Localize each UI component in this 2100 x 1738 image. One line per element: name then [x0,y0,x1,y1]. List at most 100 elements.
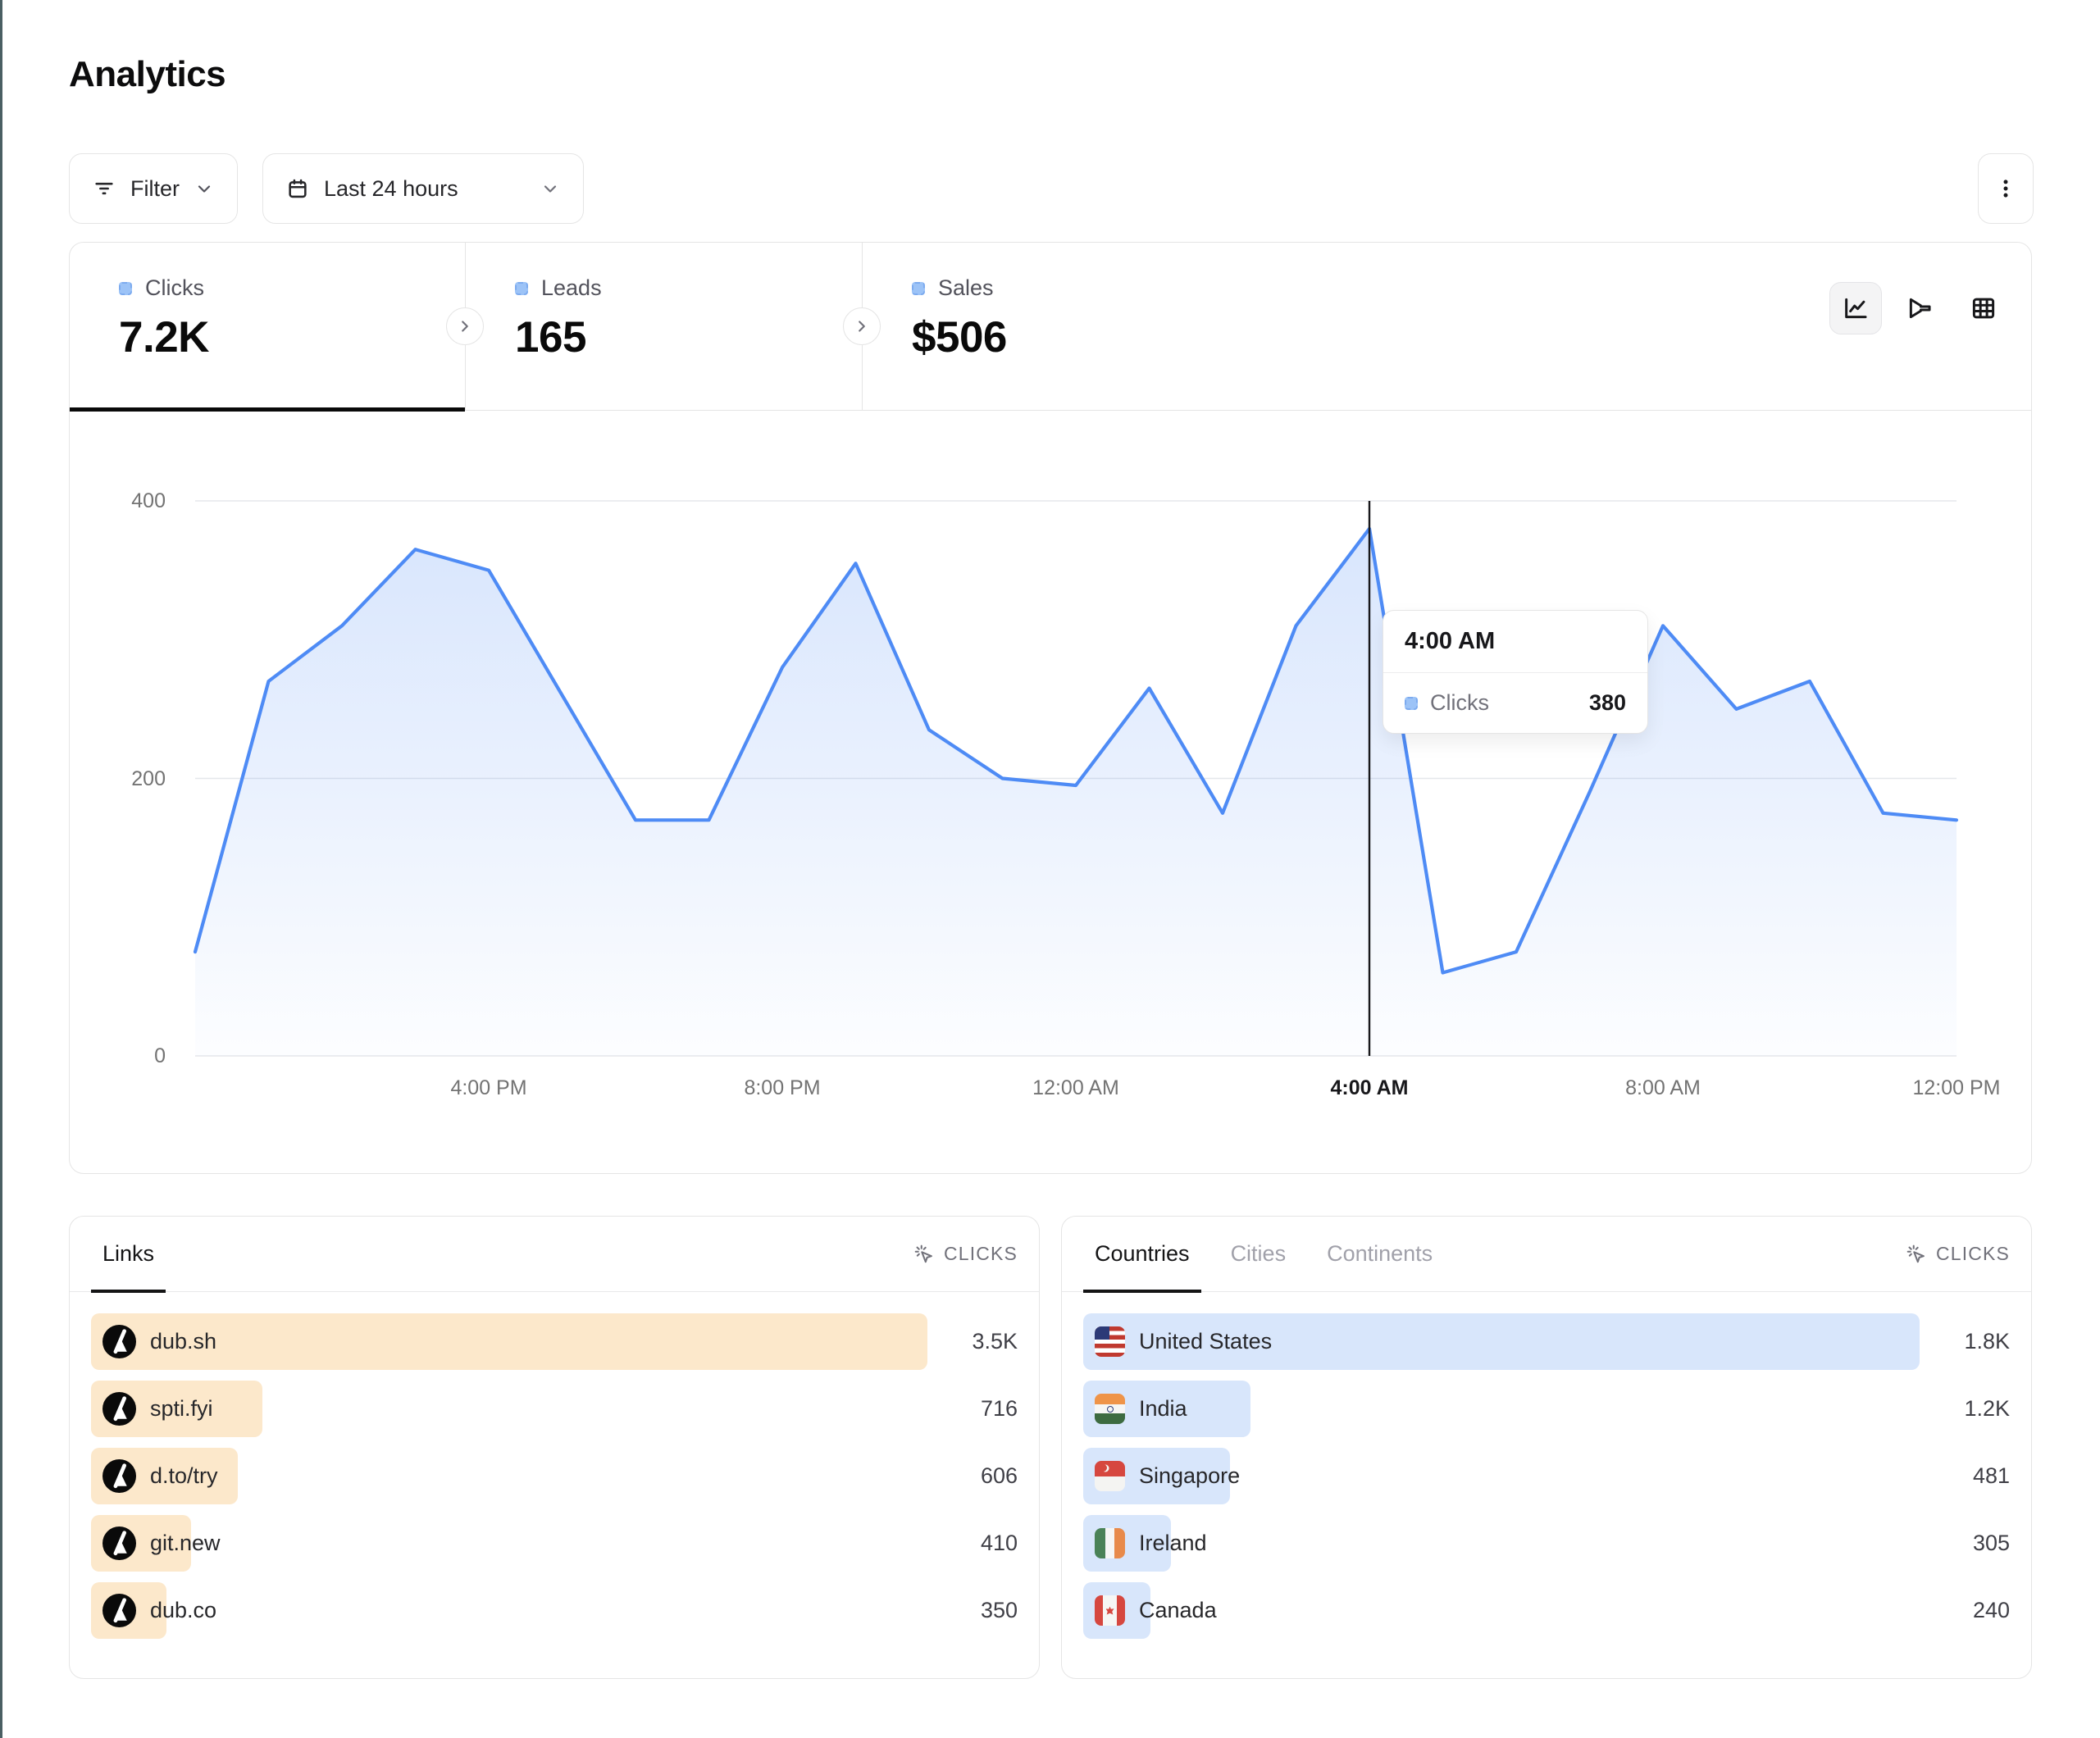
tooltip-value: 380 [1588,690,1626,715]
dub-logo-avatar [102,1325,136,1358]
dub-logo-avatar [102,1594,136,1627]
kebab-menu-icon [1993,176,2018,201]
line-chart-icon [1842,294,1870,322]
expand-clicks-button[interactable] [446,307,484,345]
tab-continents[interactable]: Continents [1315,1217,1444,1291]
cursor-click-icon [1906,1244,1927,1265]
chevron-down-icon [194,179,214,198]
us-flag-icon [1095,1326,1125,1357]
chevron-right-icon [462,321,468,332]
funnel-view-button[interactable] [1893,282,1946,334]
x-tick-label: 8:00 AM [1625,1076,1701,1099]
country-value: 305 [1972,1531,2010,1555]
link-value: 716 [980,1396,1018,1421]
links-rows: dub.sh 3.5K spti.fyi 716 [70,1292,1039,1639]
country-label: United States [1139,1329,1273,1354]
country-row[interactable]: Ireland 305 [1083,1515,2010,1572]
geo-panel-header: Countries Cities Continents CLICKS [1062,1217,2031,1293]
link-value: 606 [980,1463,1018,1488]
stat-tab-sales[interactable]: Sales $506 [862,243,2031,410]
stat-label: Clicks [145,275,204,300]
leads-legend-chip [515,281,528,295]
link-row[interactable]: dub.sh 3.5K [91,1313,1018,1370]
page-title: Analytics [69,54,226,94]
link-row[interactable]: d.to/try 606 [91,1448,1018,1504]
country-row[interactable]: Singapore 481 [1083,1448,2010,1504]
country-row[interactable]: India 1.2K [1083,1381,2010,1437]
clicks-line [193,526,1959,975]
india-flag-icon [1095,1394,1125,1424]
funnel-icon [1906,294,1934,322]
calendar-icon [286,177,309,200]
link-value: 3.5K [972,1329,1018,1354]
line-chart-view-button[interactable] [1829,282,1882,334]
links-panel-header: Links CLICKS [70,1217,1039,1293]
links-metric-header[interactable]: CLICKS [913,1217,1018,1291]
dub-logo-avatar [102,1459,136,1493]
country-value: 1.2K [1964,1396,2010,1421]
dub-logo-avatar [102,1392,136,1426]
table-view-button[interactable] [1957,282,2010,334]
link-row[interactable]: spti.fyi 716 [91,1381,1018,1437]
table-grid-icon [1970,294,1998,322]
link-row[interactable]: dub.co 350 [91,1582,1018,1639]
country-value: 240 [1972,1598,2010,1622]
country-row[interactable]: United States 1.8K [1083,1313,2010,1370]
area-chart-svg [193,500,1959,1057]
clicks-time-series-chart[interactable]: 0 200 400 4:00 PM 8:00 PM 12:00 AM 4:00 AM 8:0… [131,489,2000,1099]
chart-tooltip: 4:00 AM Clicks 380 [1383,610,1648,734]
geo-panel: Countries Cities Continents CLICKS Unite… [1061,1216,2032,1679]
link-value: 410 [980,1531,1018,1555]
x-tick-label: 8:00 PM [744,1076,821,1099]
country-label: India [1139,1396,1187,1421]
link-label: dub.sh [150,1329,217,1354]
stat-value: 7.2K [119,313,209,362]
x-tick-label: 12:00 PM [1912,1076,2001,1099]
expand-leads-button[interactable] [843,307,881,345]
tab-label: Continents [1327,1241,1433,1266]
stat-value: $506 [912,313,1007,362]
tab-label: Cities [1230,1241,1287,1266]
y-tick-label: 200 [131,767,166,790]
country-value: 481 [1972,1463,2010,1488]
cursor-click-icon [913,1244,935,1265]
filter-icon [93,177,116,200]
toolbar: Filter Last 24 hours [69,153,2034,224]
page-left-edge [0,0,2,1738]
more-options-button[interactable] [1978,153,2034,224]
date-range-label: Last 24 hours [324,175,458,201]
x-tick-label: 4:00 PM [450,1076,527,1099]
geo-metric-header[interactable]: CLICKS [1906,1217,2010,1291]
area-fill [195,528,1957,1056]
metric-header-label: CLICKS [944,1243,1018,1264]
stat-label: Leads [541,275,602,300]
tab-label: Countries [1095,1241,1190,1266]
country-row[interactable]: Canada 240 [1083,1582,2010,1639]
x-tick-label: 4:00 AM [1330,1076,1409,1099]
date-range-button[interactable]: Last 24 hours [262,153,584,224]
stats-tabs: Clicks 7.2K Leads 165 Sales $506 [70,243,2031,412]
country-bar [1083,1313,1920,1370]
analytics-card: Clicks 7.2K Leads 165 Sales $506 [69,242,2032,1174]
tab-countries[interactable]: Countries [1083,1217,1201,1293]
ireland-flag-icon [1095,1528,1125,1558]
stat-tab-leads[interactable]: Leads 165 [465,243,862,410]
stat-value: 165 [515,313,586,362]
y-tick-label: 400 [131,489,166,512]
filter-button[interactable]: Filter [69,153,238,224]
filter-button-label: Filter [130,175,180,201]
link-label: dub.co [150,1598,217,1622]
y-tick-label: 0 [154,1044,166,1067]
stat-tab-clicks[interactable]: Clicks 7.2K [70,243,465,412]
chevron-down-icon [540,179,560,198]
chart-type-toggle [1829,282,2010,334]
link-label: d.to/try [150,1463,218,1488]
tab-cities[interactable]: Cities [1219,1217,1298,1291]
tab-links[interactable]: Links [91,1217,166,1293]
link-label: git.new [150,1531,221,1555]
link-value: 350 [980,1598,1018,1622]
link-row[interactable]: git.new 410 [91,1515,1018,1572]
canada-flag-icon [1095,1595,1125,1626]
tooltip-metric-label: Clicks [1430,690,1489,715]
